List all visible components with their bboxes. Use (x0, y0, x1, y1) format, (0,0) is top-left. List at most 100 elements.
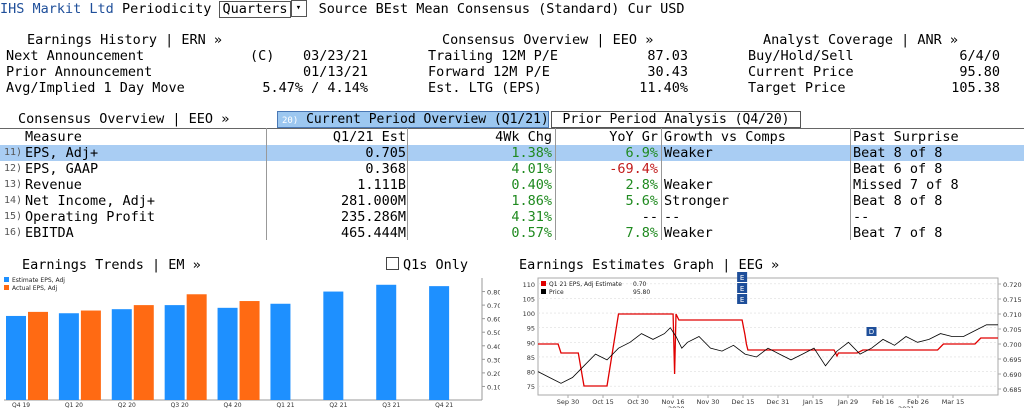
legend-swatch (4, 285, 9, 290)
row-past-surprise: Beat 8 of 8 (853, 193, 943, 209)
consensus-overview-header[interactable]: Consensus Overview | EEO » (442, 32, 654, 48)
x-tick-label: Q4 21 (435, 402, 453, 408)
x-tick-label: Q3 20 (171, 402, 189, 408)
bar-actual (186, 294, 207, 400)
column-header-4wk-change[interactable]: 4Wk Chg (495, 129, 552, 145)
analyst-coverage-header[interactable]: Analyst Coverage | ANR » (763, 32, 959, 48)
periodicity-select[interactable]: Quarters (219, 1, 291, 18)
bar-estimate (164, 305, 185, 400)
table-row[interactable]: 12) EPS, GAAP 0.368 4.01% -69.4% Beat 6 of 8 (0, 161, 1024, 177)
y-right-tick-label: 0.685 (1003, 386, 1022, 394)
earnings-trends-header[interactable]: Earnings Trends | EM » (22, 257, 201, 273)
currency-value[interactable]: USD (660, 1, 685, 17)
year-label: 2020 (668, 405, 685, 408)
x-tick-label: Feb 26 (907, 398, 929, 406)
row-growth-vs-comps: Weaker (664, 145, 713, 161)
x-tick-label: Q1 20 (65, 402, 83, 408)
column-header-past-surprise[interactable]: Past Surprise (853, 129, 959, 145)
q1s-only-toggle[interactable]: Q1s Only (386, 257, 468, 273)
y-right-tick-label: 0.710 (1003, 311, 1022, 319)
x-tick-label: Dec 31 (767, 398, 790, 406)
x-tick-label: Q3 21 (382, 402, 400, 408)
event-marker-label: E (740, 285, 744, 293)
row-label: Target Price (748, 80, 846, 96)
company-name[interactable]: IHS Markit Ltd (0, 1, 114, 17)
row-yoy-growth: 6.9% (625, 145, 658, 161)
row-past-surprise: -- (853, 209, 870, 225)
row-estimate: 0.705 (365, 145, 406, 161)
row-label: Trailing 12M P/E (428, 48, 559, 64)
tab-prior-period[interactable]: Prior Period Analysis (Q4/20) (551, 111, 801, 128)
chevron-down-icon[interactable]: ▾ (290, 0, 307, 17)
row-yoy-growth: 5.6% (625, 193, 658, 209)
row-label: Forward 12M P/E (428, 64, 550, 80)
list-item: Forward 12M P/E 30.43 (428, 64, 688, 80)
y-left-tick-label: 80 (527, 369, 535, 377)
table-row[interactable]: 13) Revenue 1.111B 0.40% 2.8% Weaker Missed 7 … (0, 177, 1024, 193)
y-left-tick-label: 100 (523, 310, 535, 318)
tab-number: 20) (282, 116, 299, 126)
y-tick-label: 0.80 (487, 289, 500, 297)
bar-actual (80, 310, 101, 400)
earnings-history-header[interactable]: Earnings History | ERN » (27, 32, 223, 48)
table-row[interactable]: 15) Operating Profit 235.286M 4.31% -- -- -- (0, 209, 1024, 225)
row-number: 15) (4, 211, 23, 222)
row-estimate: 281.000M (340, 193, 406, 209)
y-left-tick-label: 75 (527, 383, 535, 391)
row-label: Avg/Implied 1 Day Move (6, 80, 185, 96)
y-right-tick-label: 0.715 (1003, 296, 1022, 304)
x-tick-label: Jan 29 (837, 398, 858, 406)
column-header-measure[interactable]: Measure (25, 129, 82, 145)
list-item: Trailing 12M P/E 87.03 (428, 48, 688, 64)
row-4wk-change: 4.01% (511, 161, 552, 177)
bar-actual (133, 305, 154, 400)
row-growth-vs-comps (664, 161, 848, 178)
tab-current-period[interactable]: 20) Current Period Overview (Q1/21) (277, 111, 549, 128)
earnings-graph-header[interactable]: Earnings Estimates Graph | EEG » (519, 257, 780, 273)
earnings-estimates-chart: 75 80 85 90 95 100 105 110 0.685 0.690 0.695 0.700 0… (523, 272, 1022, 408)
x-tick-label: Q4 20 (224, 402, 242, 408)
row-estimate: 1.111B (357, 177, 406, 193)
table-row[interactable]: 14) Net Income, Adj+ 281.000M 1.86% 5.6% Stro… (0, 193, 1024, 209)
checkbox-icon[interactable] (386, 257, 399, 270)
y-right-tick-label: 0.720 (1003, 281, 1022, 289)
row-value: 01/13/21 (302, 64, 368, 80)
bar-estimate (429, 286, 450, 400)
row-label: Buy/Hold/Sell (748, 48, 854, 64)
legend-label: Estimate EPS, Adj (12, 277, 65, 284)
row-number: 12) (4, 163, 23, 174)
column-divider (661, 128, 662, 240)
row-value: 11.40% (639, 80, 688, 96)
analyst-coverage-panel: Buy/Hold/Sell 6/4/0 Current Price 95.80 … (748, 48, 1000, 96)
column-header-growth-vs-comps[interactable]: Growth vs Comps (664, 129, 786, 145)
row-label: Prior Announcement (6, 64, 153, 80)
x-tick-label: Q4 19 (12, 402, 30, 408)
currency-label: Cur (627, 1, 652, 17)
row-measure: EPS, GAAP (25, 161, 99, 177)
row-value: 5.47% / 4.14% (262, 80, 368, 96)
column-header-estimate[interactable]: Q1/21 Est (332, 129, 406, 145)
legend-swatch (541, 289, 546, 294)
row-prefix: (C) (250, 48, 275, 64)
column-header-yoy-growth[interactable]: YoY Gr (609, 129, 658, 145)
consensus-overview-section-header[interactable]: Consensus Overview | EEO » (18, 111, 230, 127)
row-estimate: 235.286M (340, 209, 406, 225)
earnings-trends-chart: 0.10 0.20 0.30 0.40 0.50 0.60 0.70 0.80 Q4 19 Q1 … (4, 277, 500, 408)
table-row[interactable]: 11) EPS, Adj+ 0.705 1.38% 6.9% Weaker Beat 8 o… (0, 145, 1024, 161)
row-value: 30.43 (647, 64, 688, 80)
source-value[interactable]: BEst Mean Consensus (Standard) (375, 1, 620, 17)
bar-estimate (217, 307, 238, 400)
consensus-overview-panel: Trailing 12M P/E 87.03 Forward 12M P/E 3… (428, 48, 688, 96)
event-marker (737, 283, 748, 293)
event-marker-label: D (869, 328, 874, 336)
x-tick-label: Mar 15 (942, 398, 965, 406)
column-divider (850, 128, 851, 240)
list-item: Est. LTG (EPS) 11.40% (428, 80, 688, 96)
x-tick-label: Oct 15 (592, 398, 614, 406)
earnings-history-panel: Next Announcement (C) 03/23/21 Prior Ann… (6, 48, 368, 96)
table-row[interactable]: 16) EBITDA 465.444M 0.57% 7.8% Weaker Beat 7 o… (0, 225, 1024, 241)
x-tick-label: Jan 15 (802, 398, 823, 406)
y-tick-label: 0.30 (487, 356, 500, 364)
series-line-estimate (538, 313, 998, 387)
row-growth-vs-comps: -- (664, 209, 681, 225)
